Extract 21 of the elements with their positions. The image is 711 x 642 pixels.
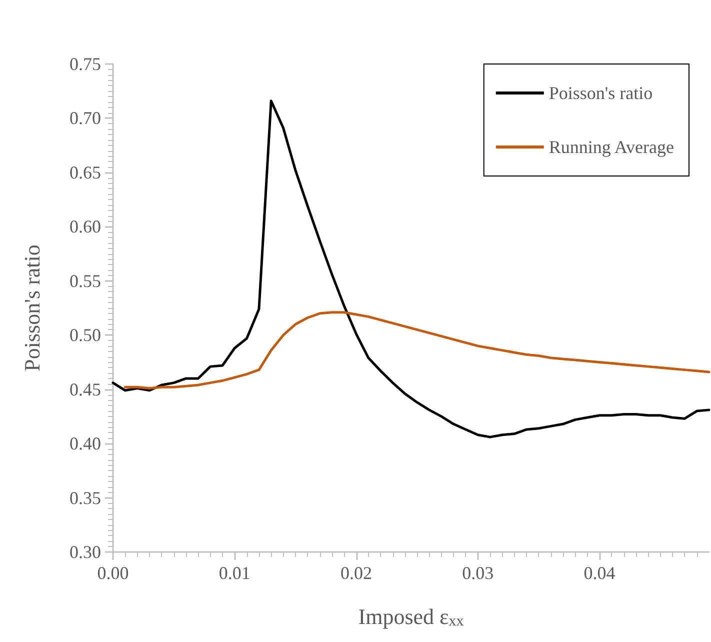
y-tick-label: 0.75 — [70, 54, 101, 74]
legend-label: Running Average — [548, 137, 674, 157]
x-axis-title: Imposed εxx — [358, 604, 464, 630]
y-tick-label: 0.30 — [70, 542, 101, 562]
x-tick-label: 0.01 — [218, 563, 250, 583]
y-axis-title: Poisson's ratio — [20, 244, 44, 372]
y-tick-label: 0.70 — [70, 108, 101, 128]
y-tick-label: 0.40 — [70, 434, 101, 454]
y-tick-label: 0.50 — [70, 325, 101, 346]
x-tick-label: 0.03 — [462, 563, 494, 583]
x-tick-label: 0.04 — [584, 563, 616, 583]
y-tick-label: 0.60 — [70, 216, 101, 237]
y-tick-label: 0.55 — [70, 270, 101, 291]
legend-label: Poisson's ratio — [548, 83, 653, 103]
y-tick-label: 0.45 — [70, 379, 101, 400]
line-series — [124, 311, 710, 390]
line-series — [112, 100, 710, 438]
y-tick-label: 0.35 — [70, 488, 101, 508]
y-tick-label: 0.65 — [70, 162, 101, 182]
x-tick-label: 0.00 — [97, 563, 129, 583]
x-tick-label: 0.02 — [340, 563, 372, 583]
